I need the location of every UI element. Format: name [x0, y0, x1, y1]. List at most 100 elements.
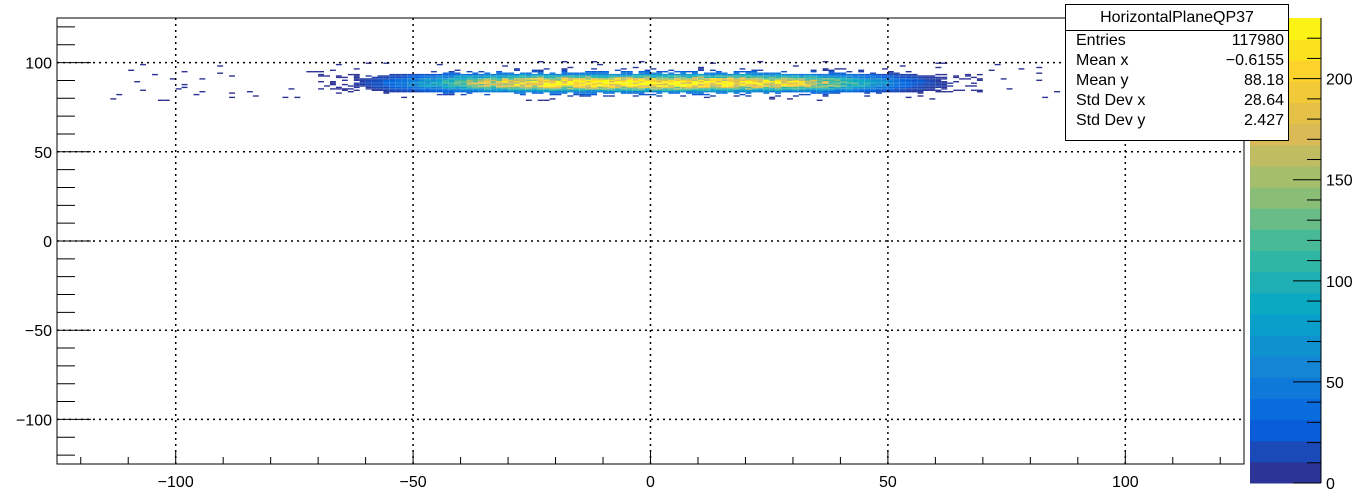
histogram-cell	[917, 86, 924, 89]
histogram-cell	[828, 71, 835, 73]
histogram-cell	[792, 91, 799, 93]
histogram-cell	[692, 71, 698, 73]
histogram-cell	[899, 88, 906, 90]
histogram-cell	[787, 76, 793, 79]
histogram-cell	[579, 76, 586, 79]
histogram-cell	[395, 82, 402, 84]
histogram-cell	[561, 78, 568, 80]
histogram-cell	[430, 79, 437, 81]
histogram-cell	[430, 75, 437, 77]
histogram-cell	[899, 85, 906, 87]
histogram-cell	[798, 89, 805, 91]
histogram-cell	[585, 71, 592, 73]
histogram-cell	[537, 61, 544, 63]
histogram-cell	[442, 86, 449, 89]
histogram-cell	[573, 93, 580, 96]
histogram-cell	[371, 81, 378, 83]
histogram-cell	[650, 78, 657, 80]
histogram-cell	[976, 79, 983, 81]
histogram-cell	[638, 82, 645, 84]
histogram-cell	[923, 82, 930, 84]
histogram-cell	[626, 71, 633, 73]
histogram-cell	[478, 88, 485, 90]
histogram-cell	[804, 86, 811, 89]
histogram-cell	[353, 82, 360, 84]
histogram-cell	[454, 85, 461, 87]
histogram-cell	[721, 88, 728, 90]
histogram-cell	[157, 99, 164, 101]
histogram-cell	[721, 78, 728, 80]
histogram-cell	[893, 73, 900, 76]
histogram-cell	[430, 76, 437, 79]
histogram-cell	[519, 82, 526, 84]
histogram-cell	[745, 73, 752, 76]
histogram-cell	[436, 93, 443, 96]
histogram-cell	[591, 86, 597, 89]
histogram-cell	[751, 88, 758, 90]
histogram-cell	[413, 81, 419, 83]
histogram-cell	[514, 83, 520, 86]
histogram-cell	[626, 72, 633, 74]
histogram-cell	[425, 85, 431, 87]
histogram-cell	[852, 91, 859, 93]
histogram-cell	[887, 85, 894, 87]
histogram-cell	[763, 85, 770, 87]
histogram-cell	[727, 76, 734, 79]
histogram-cell	[858, 71, 865, 73]
histogram-cell	[543, 73, 550, 76]
histogram-cell	[893, 91, 900, 93]
histogram-cell	[905, 78, 912, 80]
histogram-cell	[709, 89, 716, 91]
histogram-cell	[620, 83, 627, 86]
histogram-cell	[757, 86, 764, 89]
histogram-cell	[692, 93, 698, 96]
histogram-cell	[395, 91, 402, 93]
histogram-cell	[882, 68, 888, 70]
histogram-cell	[609, 86, 615, 89]
histogram-cell	[698, 83, 704, 86]
histogram-cell	[514, 86, 520, 89]
histogram-cell	[703, 85, 710, 87]
histogram-cell	[324, 75, 330, 77]
histogram-cell	[739, 83, 746, 86]
histogram-cell	[864, 73, 871, 76]
histogram-cell	[905, 71, 912, 73]
histogram-cell	[620, 68, 627, 70]
histogram-cell	[318, 71, 324, 73]
histogram-cell	[757, 79, 764, 81]
histogram-cell	[614, 75, 621, 77]
histogram-cell	[858, 76, 865, 79]
histogram-cell	[496, 91, 503, 93]
histogram-cell	[401, 88, 408, 90]
histogram-cell	[781, 89, 787, 91]
histogram-cell	[620, 85, 627, 87]
histogram-cell	[721, 83, 728, 86]
histogram-cell	[751, 86, 758, 89]
histogram-cell	[822, 95, 829, 97]
histogram-cell	[371, 86, 378, 89]
histogram-cell	[567, 73, 574, 76]
histogram-cell	[680, 85, 687, 87]
histogram-cell	[887, 76, 894, 79]
histogram-cell	[472, 73, 479, 76]
histogram-cell	[810, 89, 817, 91]
histogram-cell	[876, 89, 882, 91]
histogram-cell	[703, 93, 710, 96]
histogram-cell	[496, 86, 503, 89]
histogram-cell	[751, 83, 758, 86]
histogram-cell	[822, 75, 829, 77]
histogram-cell	[804, 79, 811, 81]
histogram-cell	[377, 75, 384, 77]
histogram-cell	[893, 76, 900, 79]
histogram-cell	[668, 92, 675, 94]
histogram-cell	[353, 68, 360, 70]
histogram-cell	[318, 73, 324, 76]
histogram-cell	[508, 86, 514, 89]
histogram-cell	[775, 92, 781, 94]
histogram-cell	[496, 79, 503, 81]
histogram-cell	[377, 78, 384, 80]
histogram-cell	[668, 85, 675, 87]
histogram-cell	[876, 86, 882, 89]
histogram-cell	[638, 88, 645, 90]
histogram-cell	[840, 83, 847, 86]
